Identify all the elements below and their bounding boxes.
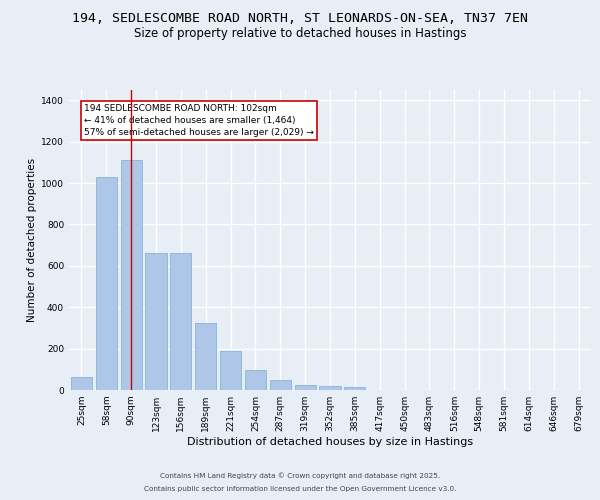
Text: 194, SEDLESCOMBE ROAD NORTH, ST LEONARDS-ON-SEA, TN37 7EN: 194, SEDLESCOMBE ROAD NORTH, ST LEONARDS… <box>72 12 528 26</box>
Bar <box>220 350 241 390</box>
Text: Contains HM Land Registry data © Crown copyright and database right 2025.: Contains HM Land Registry data © Crown c… <box>160 472 440 479</box>
Bar <box>195 323 216 390</box>
Bar <box>170 254 191 390</box>
Text: Size of property relative to detached houses in Hastings: Size of property relative to detached ho… <box>134 28 466 40</box>
Bar <box>121 160 142 390</box>
Bar <box>96 177 117 390</box>
Y-axis label: Number of detached properties: Number of detached properties <box>27 158 37 322</box>
Text: Contains public sector information licensed under the Open Government Licence v3: Contains public sector information licen… <box>144 486 456 492</box>
X-axis label: Distribution of detached houses by size in Hastings: Distribution of detached houses by size … <box>187 437 473 447</box>
Bar <box>295 385 316 390</box>
Bar <box>344 387 365 390</box>
Bar <box>245 370 266 390</box>
Bar <box>145 254 167 390</box>
Bar <box>319 386 341 390</box>
Bar <box>71 376 92 390</box>
Text: 194 SEDLESCOMBE ROAD NORTH: 102sqm
← 41% of detached houses are smaller (1,464)
: 194 SEDLESCOMBE ROAD NORTH: 102sqm ← 41%… <box>84 104 314 137</box>
Bar <box>270 380 291 390</box>
